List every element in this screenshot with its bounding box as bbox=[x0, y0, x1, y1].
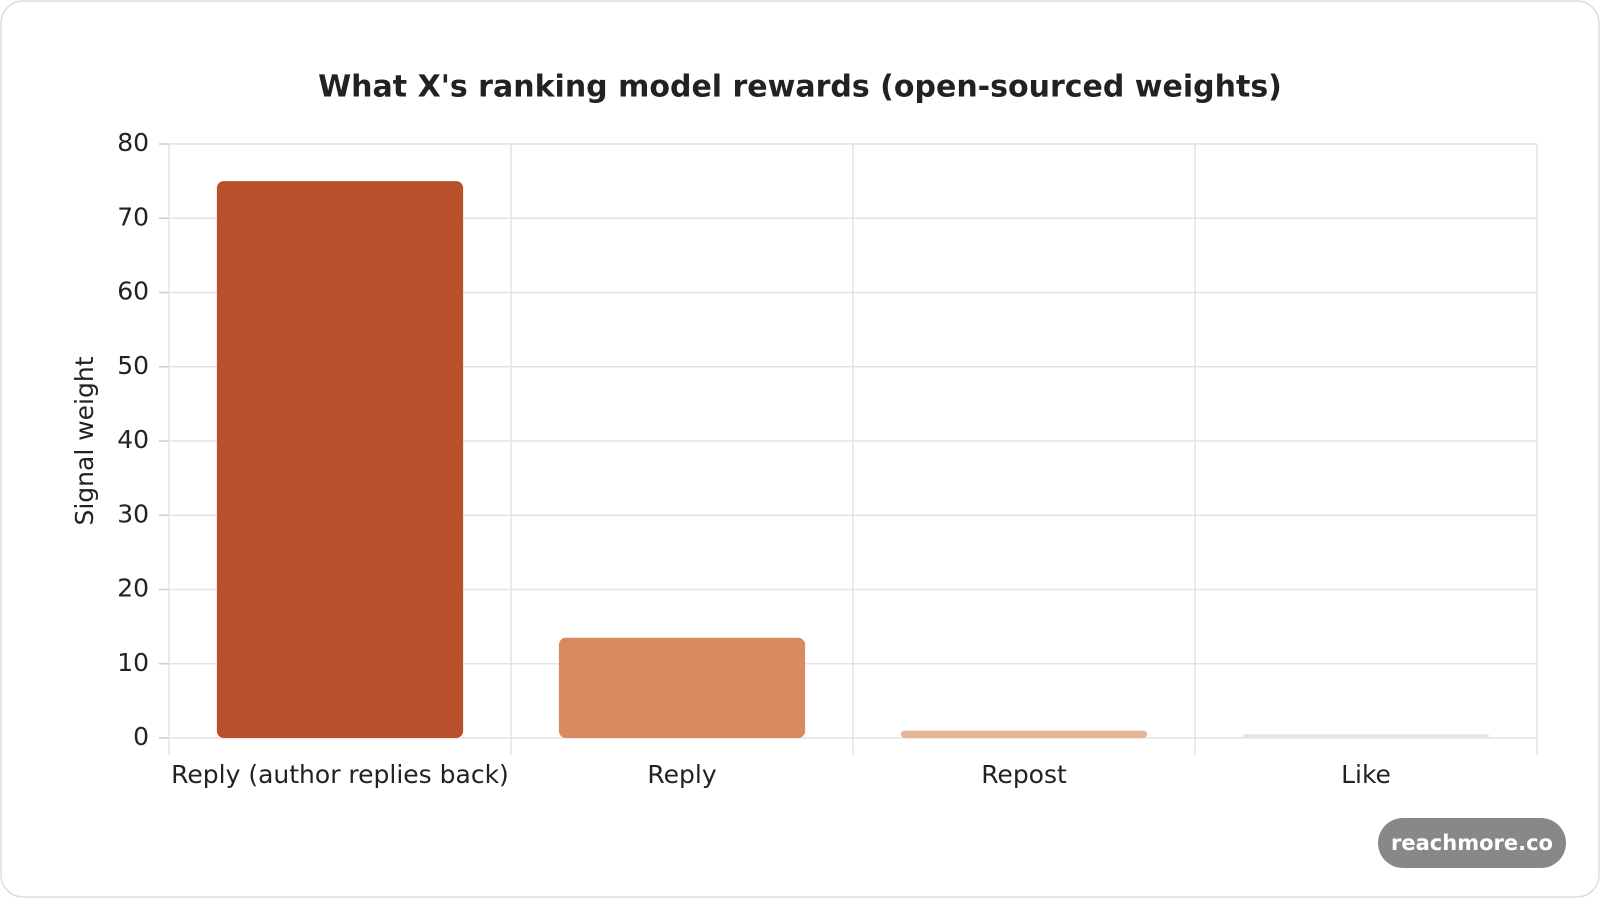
y-tick-label: 70 bbox=[117, 202, 149, 231]
y-tick-label: 40 bbox=[117, 425, 149, 454]
watermark: reachmore.co bbox=[1391, 831, 1553, 855]
y-tick-label: 0 bbox=[133, 722, 149, 751]
watermark-badge bbox=[1378, 818, 1566, 868]
y-tick-label: 60 bbox=[117, 277, 149, 306]
bar bbox=[900, 730, 1148, 738]
bar bbox=[216, 181, 464, 738]
y-tick-label: 80 bbox=[117, 128, 149, 157]
x-tick-label: Repost bbox=[981, 760, 1067, 789]
y-tick-label: 50 bbox=[117, 351, 149, 380]
y-tick-label: 10 bbox=[117, 648, 149, 677]
bar bbox=[558, 637, 806, 738]
chart-title: What X's ranking model rewards (open-sou… bbox=[318, 70, 1282, 105]
x-tick-label: Reply bbox=[647, 760, 716, 789]
x-tick-label: Reply (author replies back) bbox=[171, 760, 509, 789]
y-axis-label: Signal weight bbox=[70, 356, 99, 525]
y-tick-label: 30 bbox=[117, 499, 149, 528]
x-tick-label: Like bbox=[1341, 760, 1391, 789]
y-tick-label: 20 bbox=[117, 574, 149, 603]
bar bbox=[1242, 734, 1490, 738]
